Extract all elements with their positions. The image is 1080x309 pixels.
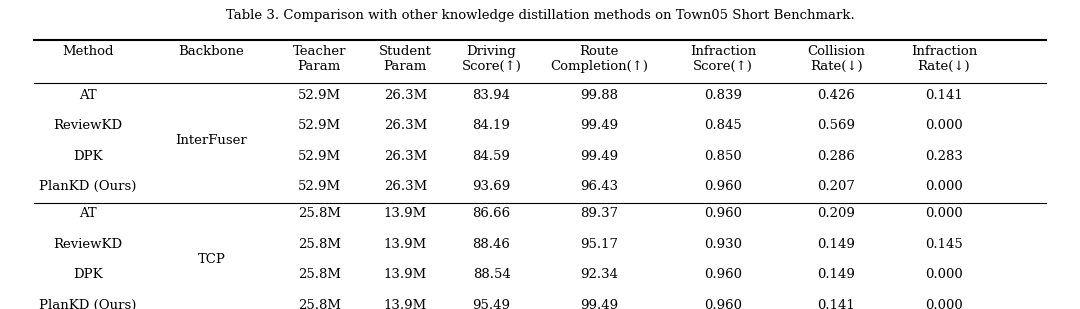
Text: 0.286: 0.286 [818,150,855,163]
Text: Param: Param [383,60,427,73]
Text: 52.9M: 52.9M [298,89,340,102]
Text: 0.283: 0.283 [926,150,963,163]
Text: 0.000: 0.000 [926,207,963,220]
Text: 95.49: 95.49 [473,298,511,309]
Text: 0.930: 0.930 [704,238,742,251]
Text: 26.3M: 26.3M [383,89,427,102]
Text: 83.94: 83.94 [473,89,511,102]
Text: 0.000: 0.000 [926,119,963,132]
Text: DPK: DPK [72,150,103,163]
Text: 52.9M: 52.9M [298,180,340,193]
Text: 0.000: 0.000 [926,268,963,281]
Text: Infraction: Infraction [690,45,756,58]
Text: PlanKD (Ours): PlanKD (Ours) [39,180,136,193]
Text: 0.960: 0.960 [704,180,742,193]
Text: 92.34: 92.34 [580,268,618,281]
Text: 25.8M: 25.8M [298,207,340,220]
Text: 25.8M: 25.8M [298,268,340,281]
Text: Route: Route [580,45,619,58]
Text: 99.49: 99.49 [580,298,619,309]
Text: PlanKD (Ours): PlanKD (Ours) [39,298,136,309]
Text: ReviewKD: ReviewKD [53,119,122,132]
Text: 0.426: 0.426 [818,89,855,102]
Text: 13.9M: 13.9M [383,238,427,251]
Text: 0.845: 0.845 [704,119,742,132]
Text: 99.88: 99.88 [580,89,618,102]
Text: 13.9M: 13.9M [383,207,427,220]
Text: 0.569: 0.569 [818,119,855,132]
Text: DPK: DPK [72,268,103,281]
Text: ReviewKD: ReviewKD [53,238,122,251]
Text: 52.9M: 52.9M [298,150,340,163]
Text: Method: Method [62,45,113,58]
Text: 0.141: 0.141 [818,298,855,309]
Text: 93.69: 93.69 [472,180,511,193]
Text: 88.46: 88.46 [473,238,511,251]
Text: 0.000: 0.000 [926,180,963,193]
Text: Collision: Collision [807,45,865,58]
Text: 0.141: 0.141 [926,89,963,102]
Text: 89.37: 89.37 [580,207,619,220]
Text: 26.3M: 26.3M [383,150,427,163]
Text: Rate(↓): Rate(↓) [810,60,863,73]
Text: 84.59: 84.59 [473,150,511,163]
Text: 0.209: 0.209 [818,207,855,220]
Text: 0.960: 0.960 [704,268,742,281]
Text: InterFuser: InterFuser [176,134,247,147]
Text: 0.145: 0.145 [926,238,963,251]
Text: 99.49: 99.49 [580,119,619,132]
Text: Param: Param [298,60,341,73]
Text: 13.9M: 13.9M [383,298,427,309]
Text: 99.49: 99.49 [580,150,619,163]
Text: 25.8M: 25.8M [298,298,340,309]
Text: AT: AT [79,207,96,220]
Text: AT: AT [79,89,96,102]
Text: TCP: TCP [198,253,226,266]
Text: 25.8M: 25.8M [298,238,340,251]
Text: 0.000: 0.000 [926,298,963,309]
Text: Completion(↑): Completion(↑) [550,60,648,73]
Text: 0.207: 0.207 [818,180,855,193]
Text: 0.960: 0.960 [704,298,742,309]
Text: 88.54: 88.54 [473,268,511,281]
Text: Student: Student [379,45,432,58]
Text: 13.9M: 13.9M [383,268,427,281]
Text: 96.43: 96.43 [580,180,619,193]
Text: 0.149: 0.149 [818,238,855,251]
Text: 95.17: 95.17 [580,238,618,251]
Text: Score(↑): Score(↑) [693,60,753,73]
Text: Infraction: Infraction [910,45,977,58]
Text: Teacher: Teacher [293,45,346,58]
Text: 0.149: 0.149 [818,268,855,281]
Text: 52.9M: 52.9M [298,119,340,132]
Text: Driving: Driving [467,45,516,58]
Text: 86.66: 86.66 [472,207,511,220]
Text: Score(↑): Score(↑) [461,60,522,73]
Text: 26.3M: 26.3M [383,180,427,193]
Text: 84.19: 84.19 [473,119,511,132]
Text: 0.960: 0.960 [704,207,742,220]
Text: 26.3M: 26.3M [383,119,427,132]
Text: 0.850: 0.850 [704,150,742,163]
Text: Table 3. Comparison with other knowledge distillation methods on Town05 Short Be: Table 3. Comparison with other knowledge… [226,9,854,22]
Text: 0.839: 0.839 [704,89,742,102]
Text: Backbone: Backbone [178,45,244,58]
Text: Rate(↓): Rate(↓) [918,60,970,73]
